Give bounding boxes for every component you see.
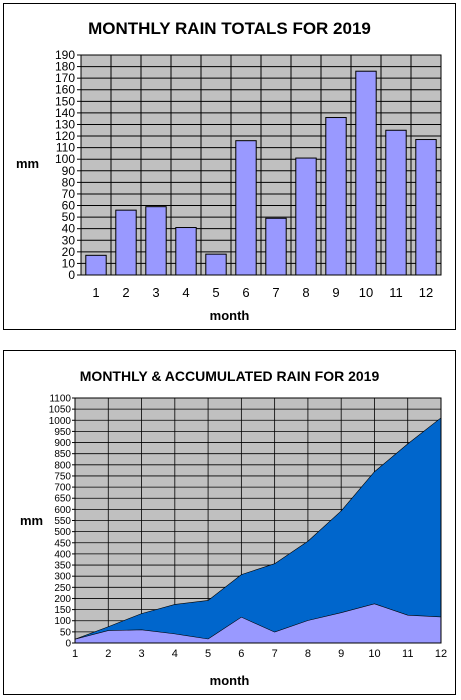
bar xyxy=(205,253,227,276)
plot-border xyxy=(74,397,442,644)
y-tick-label: 200 xyxy=(54,594,71,605)
y-tick-label: 450 xyxy=(54,538,71,549)
y-tick-label: 130 xyxy=(55,117,75,131)
y-tick-label: 170 xyxy=(55,71,75,85)
y-axis-label: mm xyxy=(16,156,40,171)
x-axis-label: month xyxy=(209,673,250,688)
x-tick-label: 11 xyxy=(389,285,403,300)
y-tick-label: 150 xyxy=(54,605,71,616)
bar xyxy=(145,206,167,276)
bar xyxy=(235,140,257,276)
bar xyxy=(325,117,347,276)
x-tick-label: 1 xyxy=(92,285,99,300)
x-tick-label: 6 xyxy=(242,285,249,300)
bar xyxy=(175,227,197,276)
x-tick-label: 7 xyxy=(272,285,279,300)
y-tick-label: 20 xyxy=(62,245,76,259)
y-tick-label: 0 xyxy=(68,268,75,282)
accumulated-rain-chart-panel: MONTHLY & ACCUMULATED RAIN FOR 2019 mm m… xyxy=(3,350,456,695)
y-tick-label: 900 xyxy=(54,438,71,449)
bar xyxy=(265,217,287,276)
y-tick-label: 150 xyxy=(55,94,75,108)
y-tick-label: 300 xyxy=(54,572,71,583)
y-tick-label: 350 xyxy=(54,561,71,572)
y-tick-label: 110 xyxy=(56,141,75,155)
bar xyxy=(85,254,107,276)
y-tick-label: 550 xyxy=(54,516,71,527)
y-axis-label: mm xyxy=(20,513,44,528)
y-tick-label: 40 xyxy=(62,222,76,236)
y-tick-label: 700 xyxy=(54,483,71,494)
x-tick-label: 3 xyxy=(138,648,144,660)
bar xyxy=(355,70,377,276)
x-tick-label: 12 xyxy=(419,285,433,300)
y-tick-label: 600 xyxy=(54,505,71,516)
x-tick-label: 10 xyxy=(368,648,380,660)
y-tick-label: 400 xyxy=(54,549,71,560)
bar xyxy=(115,209,137,276)
x-tick-label: 5 xyxy=(205,648,211,660)
y-tick-label: 10 xyxy=(62,256,76,270)
x-tick-label: 11 xyxy=(402,648,413,660)
x-tick-label: 10 xyxy=(359,285,373,300)
x-axis-label: month xyxy=(209,308,250,323)
x-tick-label: 8 xyxy=(305,648,311,660)
y-tick-label: 30 xyxy=(62,233,76,247)
y-tick-label: 950 xyxy=(54,427,71,438)
y-tick-label: 70 xyxy=(62,187,76,201)
bar xyxy=(415,139,437,276)
y-tick-label: 250 xyxy=(54,583,71,594)
y-tick-label: 180 xyxy=(55,60,75,74)
y-tick-label: 190 xyxy=(55,48,75,62)
x-tick-label: 9 xyxy=(338,648,344,660)
x-tick-label: 4 xyxy=(172,648,178,660)
x-tick-label: 5 xyxy=(212,285,219,300)
x-tick-label: 4 xyxy=(182,285,189,300)
y-tick-label: 90 xyxy=(62,164,76,178)
x-tick-label: 9 xyxy=(332,285,339,300)
y-tick-label: 50 xyxy=(62,210,76,224)
bar xyxy=(385,129,407,276)
x-tick-label: 6 xyxy=(238,648,244,660)
y-tick-label: 1100 xyxy=(49,394,71,405)
y-tick-label: 50 xyxy=(60,627,72,638)
y-tick-label: 160 xyxy=(55,83,75,97)
y-tick-label: 650 xyxy=(54,494,71,505)
x-tick-label: 2 xyxy=(122,285,129,300)
y-tick-label: 100 xyxy=(55,152,75,166)
x-tick-label: 2 xyxy=(105,648,111,660)
x-tick-label: 8 xyxy=(302,285,309,300)
y-tick-label: 750 xyxy=(54,471,71,482)
monthly-rain-bar-plot: 0102030405060708090100110120130140150160… xyxy=(55,48,442,300)
area-series-accumulated xyxy=(74,417,442,644)
y-tick-label: 800 xyxy=(54,460,71,471)
chart-title: MONTHLY & ACCUMULATED RAIN FOR 2019 xyxy=(79,368,380,384)
y-tick-label: 0 xyxy=(65,639,71,650)
accumulated-rain-area-plot: 0501001502002503003504004505005506006507… xyxy=(49,394,447,661)
y-tick-label: 850 xyxy=(54,449,71,460)
y-tick-label: 500 xyxy=(54,527,71,538)
y-tick-label: 60 xyxy=(62,199,76,213)
y-tick-label: 1050 xyxy=(49,405,72,416)
x-tick-label: 7 xyxy=(272,648,278,660)
x-tick-label: 1 xyxy=(72,648,78,660)
y-tick-label: 140 xyxy=(55,106,75,120)
y-tick-label: 80 xyxy=(62,175,76,189)
y-tick-label: 1000 xyxy=(49,416,72,427)
x-tick-label: 12 xyxy=(435,648,447,660)
x-tick-label: 3 xyxy=(152,285,159,300)
chart-title: MONTHLY RAIN TOTALS FOR 2019 xyxy=(88,19,371,38)
y-tick-label: 120 xyxy=(55,129,75,143)
area-series-monthly xyxy=(74,603,442,644)
y-tick-label: 100 xyxy=(54,616,71,627)
bar xyxy=(295,157,317,276)
